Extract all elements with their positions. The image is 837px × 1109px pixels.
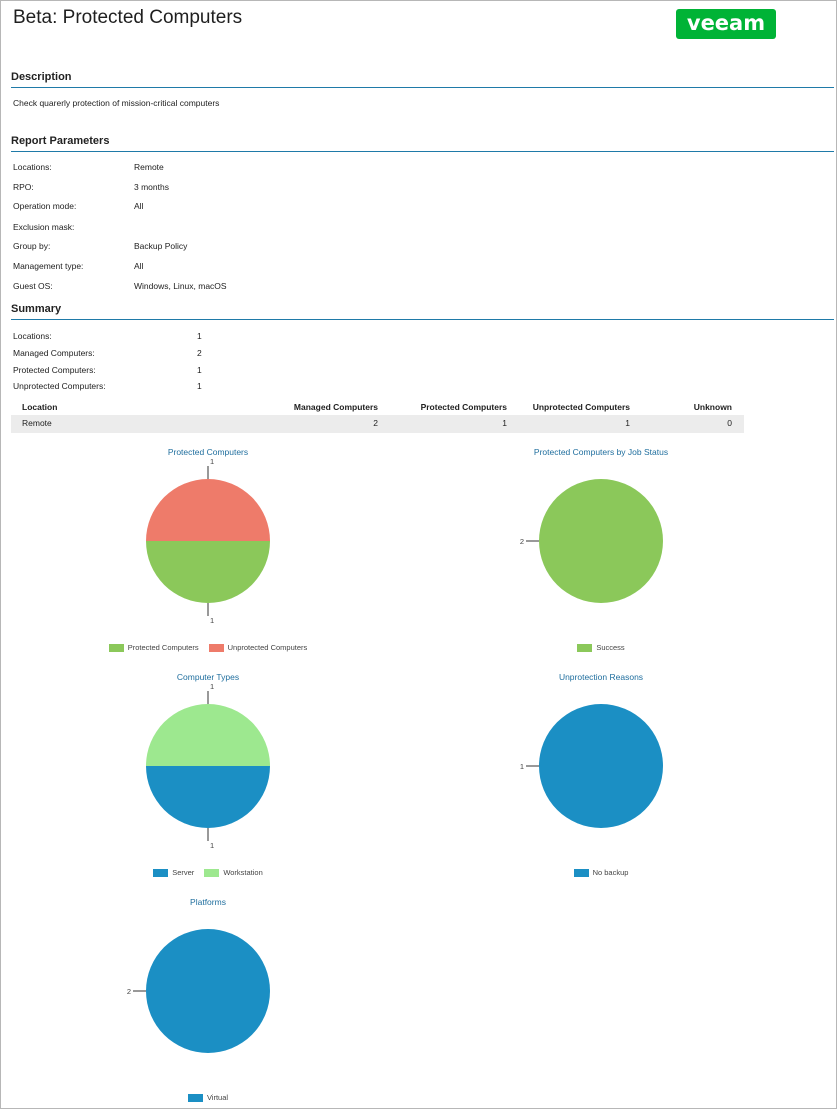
chart-legend: Virtual (58, 1093, 358, 1102)
param-value: Windows, Linux, macOS (134, 281, 227, 291)
pie-slice-server (146, 766, 270, 828)
param-label: Locations: (13, 162, 52, 172)
summary-value: 2 (197, 348, 202, 358)
pie-slice-success (539, 479, 663, 603)
legend-label: Server (172, 868, 195, 877)
legend-swatch (153, 868, 169, 877)
chart-title-protected-computers: Protected Computers (167, 447, 249, 457)
pie-slice-protected-computers (146, 541, 270, 603)
legend-item: Virtual (187, 1093, 229, 1102)
slice-data-label: 1 (210, 457, 214, 466)
table-cell: Remote (22, 418, 52, 428)
chart-title-computer-types: Computer Types (176, 672, 240, 682)
slice-data-label: 1 (210, 841, 214, 850)
slice-data-label: 2 (520, 537, 524, 546)
chart-legend: Server Workstation (58, 868, 358, 877)
description-heading: Description (11, 71, 834, 88)
param-value: Backup Policy (134, 241, 188, 251)
legend-label: Success (596, 643, 625, 652)
summary-label: Managed Computers: (13, 348, 95, 358)
column-header: Managed Computers (293, 402, 378, 412)
param-value: 3 months (134, 182, 169, 192)
description-text: Check quarerly protection of mission-cri… (13, 98, 220, 108)
param-value: Remote (134, 162, 164, 172)
legend-swatch (577, 643, 593, 652)
chart-legend: Success (451, 643, 751, 652)
legend-swatch (204, 868, 220, 877)
legend-item: Protected Computers (108, 643, 199, 652)
legend-label: Virtual (206, 1093, 229, 1102)
table-cell: 2 (373, 418, 378, 428)
table-cell: 1 (502, 418, 507, 428)
legend-item: Workstation (204, 868, 263, 877)
legend-swatch (573, 868, 589, 877)
chart-legend: No backup (451, 868, 751, 877)
pie-slice-workstation (146, 704, 270, 766)
legend-item: Unprotected Computers (208, 643, 308, 652)
param-label: Operation mode: (13, 201, 77, 211)
table-header-row: Location Managed Computers Protected Com… (11, 399, 744, 415)
legend-swatch (187, 1093, 203, 1102)
chart-legend: Protected Computers Unprotected Computers (58, 643, 358, 652)
pie-slice-virtual (146, 929, 270, 1053)
summary-value: 1 (197, 331, 202, 341)
legend-label: Unprotected Computers (227, 643, 308, 652)
pie-slice-no-backup (539, 704, 663, 828)
pie-chart-platforms: 2 (127, 929, 270, 1053)
legend-label: Protected Computers (127, 643, 199, 652)
pie-chart-protected-computers: 11 (146, 457, 270, 625)
legend-item: No backup (573, 868, 629, 877)
legend-label: Workstation (223, 868, 263, 877)
legend-swatch (208, 643, 224, 652)
slice-data-label: 1 (210, 682, 214, 691)
table-cell: 0 (727, 418, 732, 428)
param-label: Group by: (13, 241, 51, 251)
param-label: Exclusion mask: (13, 222, 75, 232)
slice-data-label: 1 (520, 762, 524, 771)
param-label: Guest OS: (13, 281, 53, 291)
column-header: Unknown (693, 402, 732, 412)
param-label: RPO: (13, 182, 34, 192)
param-value: All (134, 261, 144, 271)
chart-title-protected-computers-by-job-status: Protected Computers by Job Status (533, 447, 669, 457)
legend-item: Success (577, 643, 625, 652)
param-value: All (134, 201, 144, 211)
chart-title-platforms: Platforms (190, 897, 226, 907)
pie-slice-unprotected-computers (146, 479, 270, 541)
report-parameters-heading: Report Parameters (11, 135, 834, 152)
slice-data-label: 1 (210, 616, 214, 625)
summary-value: 1 (197, 381, 202, 391)
column-header: Protected Computers (420, 402, 507, 412)
legend-label: No backup (592, 868, 629, 877)
legend-item: Server (153, 868, 194, 877)
summary-table: Location Managed Computers Protected Com… (11, 399, 744, 433)
summary-heading: Summary (11, 303, 834, 320)
column-header: Unprotected Computers (532, 402, 630, 412)
chart-title-unprotection-reasons: Unprotection Reasons (558, 672, 644, 682)
table-cell: 1 (625, 418, 630, 428)
table-row: Remote 2 1 1 0 (11, 415, 744, 433)
param-label: Management type: (13, 261, 84, 271)
summary-value: 1 (197, 365, 202, 375)
summary-label: Protected Computers: (13, 365, 96, 375)
pie-chart-computer-types: 11 (146, 682, 270, 850)
pie-chart-unprotection-reasons: 1 (520, 704, 663, 828)
column-header: Location (22, 402, 58, 412)
summary-label: Unprotected Computers: (13, 381, 106, 391)
summary-label: Locations: (13, 331, 52, 341)
slice-data-label: 2 (127, 987, 131, 996)
page-title: Beta: Protected Computers (13, 7, 243, 28)
veeam-logo: veeam (676, 9, 776, 39)
pie-chart-protected-computers-by-job-status: 2 (520, 479, 663, 603)
legend-swatch (108, 643, 124, 652)
